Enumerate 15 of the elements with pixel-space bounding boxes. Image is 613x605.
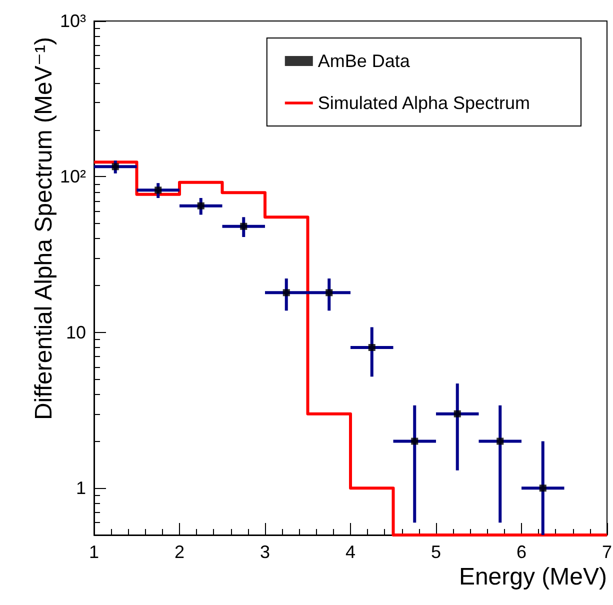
x-tick-label: 5 <box>430 542 442 562</box>
y-tick-label: 10² <box>60 166 86 187</box>
y-tick-label: 10 <box>66 322 86 342</box>
x-tick-label: 3 <box>260 542 270 562</box>
legend-label: AmBe Data <box>318 51 411 71</box>
y-tick-label: 10³ <box>60 11 86 31</box>
legend-label: Simulated Alpha Spectrum <box>318 93 530 113</box>
y-tick-label: 1 <box>76 478 86 498</box>
x-tick-label: 6 <box>516 542 527 562</box>
x-tick-label: 1 <box>88 542 100 562</box>
x-tick-label: 4 <box>345 542 356 562</box>
x-tick-label: 2 <box>174 542 185 562</box>
x-tick-label: 7 <box>602 542 612 562</box>
y-axis-title: Differential Alpha Spectrum (MeV⁻¹) <box>30 37 58 420</box>
x-axis-title: Energy (MeV) <box>458 564 607 590</box>
